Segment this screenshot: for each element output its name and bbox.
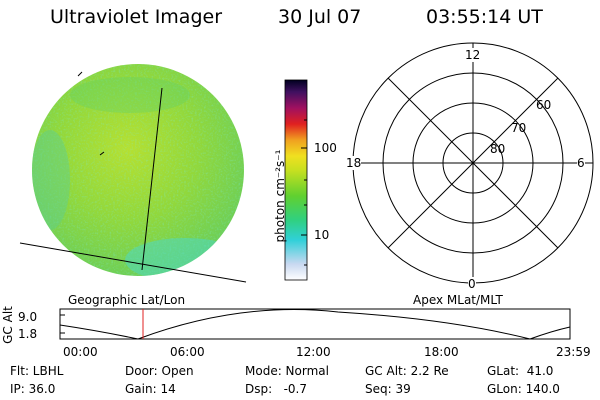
mlt-label-6: 6	[577, 156, 585, 170]
date-label: 30 Jul 07	[278, 6, 362, 28]
info-gc-alt: GC Alt: 2.2 Re	[365, 364, 449, 378]
orbit-xtick-2: 12:00	[296, 345, 331, 359]
colorbar-tick-100: 100	[314, 141, 337, 155]
info-ip: IP: 36.0	[10, 382, 56, 396]
orbit-ytick-9: 9.0	[18, 310, 38, 324]
colorbar-unit-label: photon cm⁻²s⁻¹	[273, 149, 287, 243]
orbit-xtick-1: 06:00	[170, 345, 205, 359]
info-seq: Seq: 39	[365, 382, 411, 396]
orbit-xtick-3: 18:00	[424, 345, 459, 359]
info-dsp: Dsp: -0.7	[245, 382, 308, 396]
polar-plot	[352, 42, 594, 284]
apex-label: Apex MLat/MLT	[413, 293, 503, 307]
info-gain: Gain: 14	[125, 382, 176, 396]
colorbar-tick-10: 10	[314, 228, 330, 242]
geo-meridian-line	[141, 87, 163, 271]
info-glat: GLat: 41.0	[487, 364, 554, 378]
info-mode: Mode: Normal	[245, 364, 329, 378]
orbit-altitude-plot	[59, 308, 571, 340]
lat-label-80: 80	[490, 142, 506, 156]
mlt-label-18: 18	[346, 156, 362, 170]
lat-label-70: 70	[511, 121, 527, 135]
instrument-title: Ultraviolet Imager	[50, 6, 223, 28]
info-door: Door: Open	[125, 364, 194, 378]
info-flt: Flt: LBHL	[10, 364, 64, 378]
orbit-xtick-4: 23:59	[556, 345, 591, 359]
time-label: 03:55:14 UT	[426, 6, 543, 28]
mlt-label-0: 0	[468, 277, 476, 291]
info-glon: GLon: 140.0	[487, 382, 560, 396]
geographic-label: Geographic Lat/Lon	[68, 293, 186, 307]
orbit-ytick-1-8: 1.8	[18, 327, 38, 341]
orbit-altitude-curve	[59, 309, 571, 340]
lat-label-60: 60	[536, 98, 552, 112]
mlt-label-12: 12	[465, 48, 481, 62]
orbit-ylabel: GC Alt	[1, 306, 15, 344]
uv-image	[19, 64, 247, 283]
color-bar	[284, 79, 308, 281]
geo-parallel-line	[19, 242, 247, 283]
orbit-xtick-0: 00:00	[63, 345, 98, 359]
